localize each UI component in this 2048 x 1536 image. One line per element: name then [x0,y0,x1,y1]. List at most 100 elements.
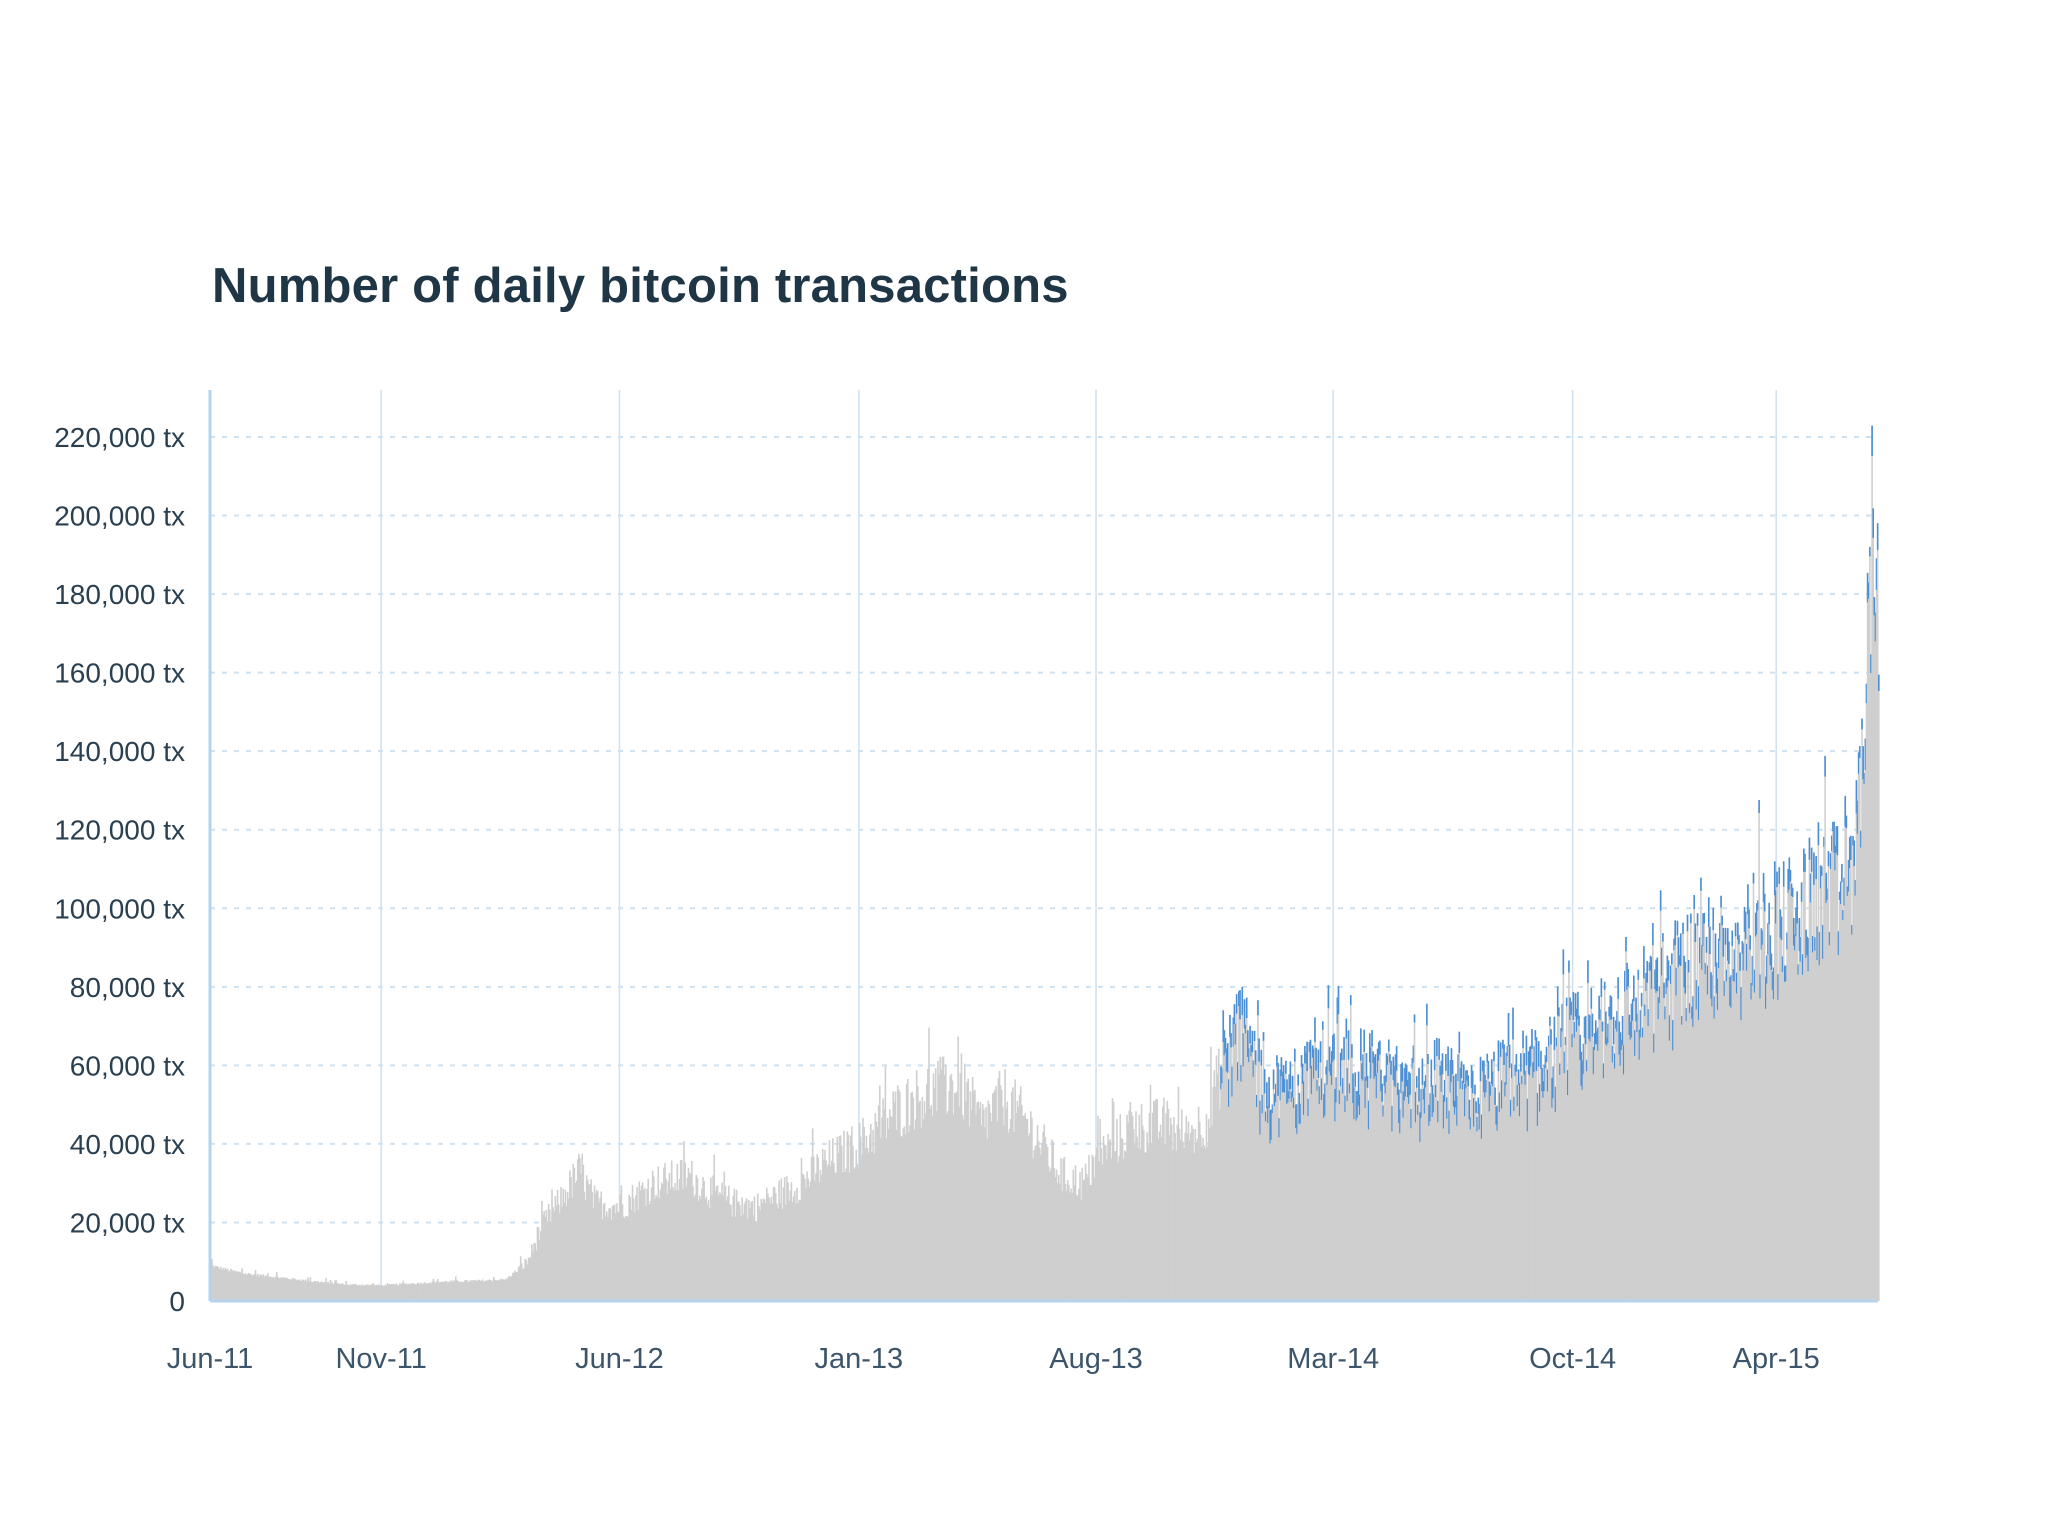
bar [1322,1021,1324,1301]
bar [990,1121,993,1301]
bar-top [1800,882,1803,902]
bar [1377,1042,1380,1301]
bar [1706,965,1709,1301]
bar [1452,1075,1455,1301]
bar [378,1285,381,1301]
bar [719,1192,721,1301]
bar-top [1568,960,1570,973]
bar-top [1707,897,1710,927]
bar [1606,1037,1608,1301]
bar [477,1279,479,1301]
bar [1210,1046,1212,1301]
bar [362,1285,364,1301]
bar [1615,1020,1617,1301]
bar-top [1874,612,1877,642]
bar [540,1231,542,1301]
bar [1054,1177,1057,1301]
bar [438,1282,440,1301]
bar [328,1283,331,1301]
bar [1608,1006,1610,1301]
bar-top [1295,1104,1297,1129]
bar [471,1280,474,1301]
bar [1715,962,1718,1301]
bar [564,1189,567,1301]
bar [487,1280,490,1301]
bar [1212,1086,1214,1301]
bar [731,1216,733,1301]
bar [1443,1079,1446,1301]
bar [873,1153,875,1301]
bar [1040,1154,1042,1301]
bar [1636,1013,1638,1301]
bar [1154,1101,1156,1301]
bar [361,1284,363,1301]
bar-top [1750,982,1753,1000]
bar [1241,986,1244,1301]
bar [1819,865,1822,1301]
bar [767,1193,769,1301]
bar [1663,982,1665,1301]
bar-top [1748,909,1750,929]
bar [1014,1079,1016,1301]
bar-top [1596,1031,1598,1045]
bar [802,1174,805,1301]
bar-top [1311,1045,1314,1058]
bar [272,1277,275,1301]
bar-top [1713,996,1716,1019]
bar [220,1266,222,1301]
bar [950,1073,953,1301]
bar-top [1560,1028,1562,1048]
bar [1688,1003,1691,1301]
bar [1179,1139,1182,1301]
y-tick-label: 100,000 tx [54,893,185,924]
bar [556,1189,559,1301]
bar [1153,1100,1155,1301]
bar [1125,1152,1127,1301]
bar [751,1200,754,1301]
bar [597,1191,599,1301]
bar [1272,1069,1275,1301]
bar [808,1187,811,1301]
bar-top [1301,1063,1304,1084]
bar [234,1271,237,1301]
bar-top [1410,1109,1412,1129]
bar-top [1439,1065,1442,1076]
bar [1816,926,1819,1301]
y-tick-label: 20,000 tx [70,1207,185,1238]
bar [410,1284,412,1301]
bar [1140,1104,1143,1301]
bar [1650,957,1653,1301]
bar [1777,974,1779,1301]
bar-top [1497,1040,1500,1072]
bar [488,1279,491,1301]
bar [1609,995,1612,1301]
bar [1613,1053,1616,1301]
bar-top [1743,906,1746,933]
bar [660,1182,663,1301]
bar [929,1108,931,1301]
bar [1760,928,1763,1301]
bar-top [1503,1044,1505,1066]
bar [1572,992,1575,1301]
bar-top [1655,959,1657,993]
bar-top [1457,1054,1459,1082]
bar [288,1278,290,1301]
bar [439,1282,441,1301]
bar [292,1279,295,1301]
bar-top [1385,1053,1388,1082]
bar-top [1726,928,1729,961]
bar-top [1400,1064,1402,1094]
bar-top [1710,972,1712,999]
bar [996,1121,999,1301]
bar [1313,1048,1315,1301]
bar [1417,1104,1419,1301]
bar-top [1239,990,1241,1020]
bar-top [1262,1032,1265,1041]
bar [811,1128,814,1301]
bar [972,1091,975,1301]
bar [1502,1039,1504,1301]
bar [354,1284,356,1301]
bar [978,1108,981,1301]
bar [1758,800,1760,1301]
bar [1403,1067,1406,1301]
